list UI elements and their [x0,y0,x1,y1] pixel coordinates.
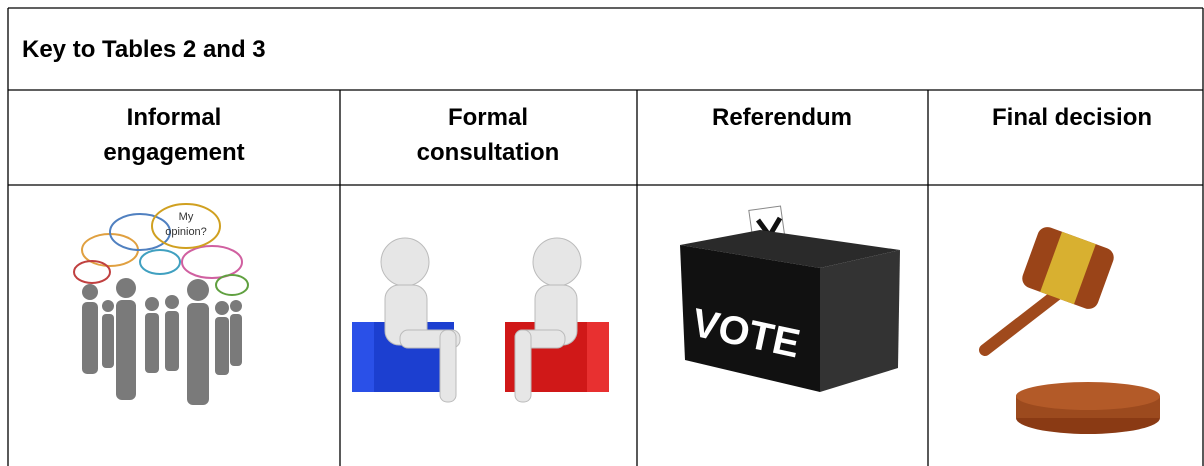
bubble-text: opinion? [165,226,207,238]
table-title: Key to Tables 2 and 3 [22,36,266,63]
column-header: Final decision [992,104,1152,131]
table-borders [7,7,1204,466]
ballot-box-illustration: VOTE [680,205,900,392]
column-header: Informal [127,104,222,131]
gavel-illustration [979,227,1160,434]
bubble-text: My [179,211,194,223]
consultation-illustration [352,237,609,403]
column-header: consultation [417,139,560,166]
column-header: engagement [103,139,244,166]
column-header: Referendum [712,104,852,131]
engagement-illustration: My opinion? [73,203,249,405]
column-header: Formal [448,104,528,131]
